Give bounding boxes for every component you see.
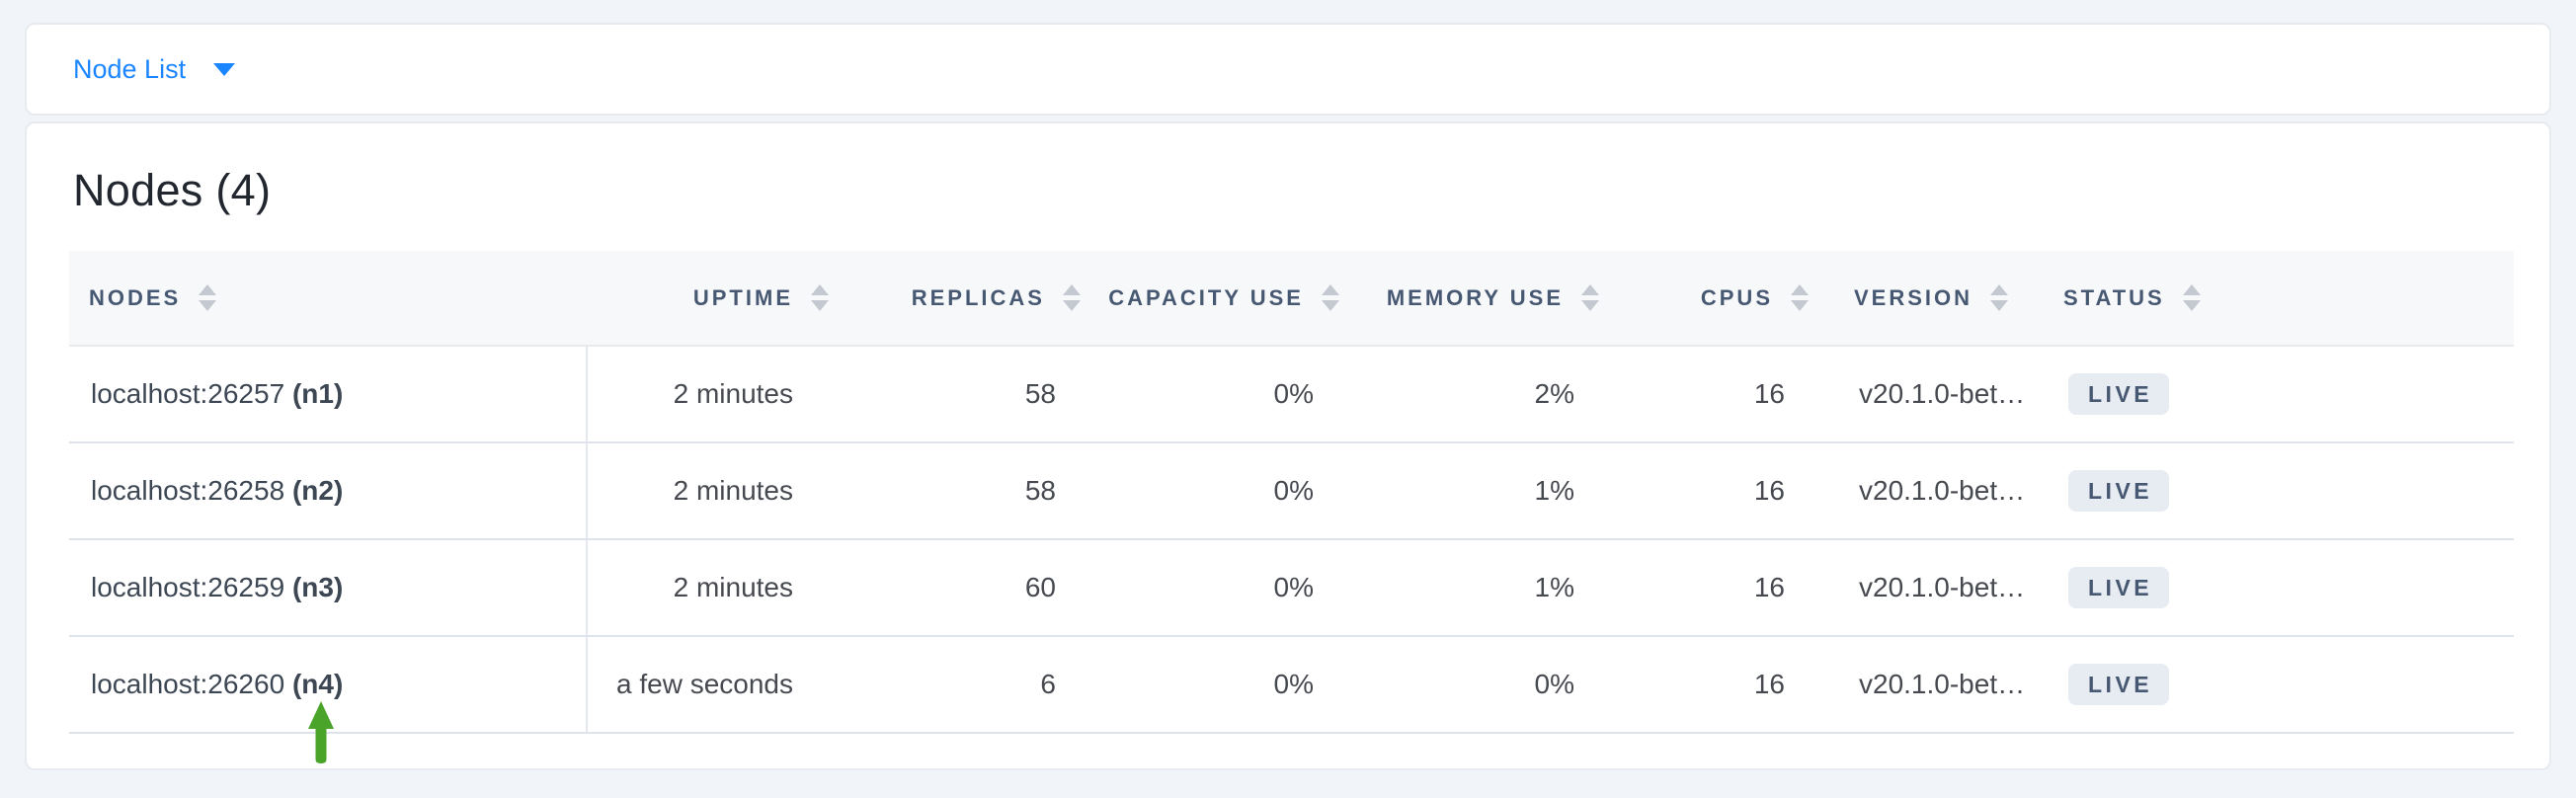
sort-icon (1990, 284, 2009, 311)
capacity-use-cell: 0% (1088, 346, 1347, 443)
status-badge: LIVE (2068, 470, 2170, 512)
cpus-cell: 16 (1607, 346, 1816, 443)
memory-use-cell: 0% (1347, 636, 1607, 734)
column-header-memory-use[interactable]: MEMORY USE (1347, 251, 1607, 347)
capacity-use-cell: 0% (1088, 636, 1347, 734)
uptime-cell: 2 minutes (587, 442, 837, 540)
column-header-uptime[interactable]: UPTIME (587, 251, 837, 347)
sort-icon (2182, 284, 2201, 311)
capacity-use-cell: 0% (1088, 539, 1347, 637)
nodes-card: Nodes (4) NODES UPTIME (25, 121, 2551, 770)
version-cell: v20.1.0-bet… (1816, 346, 2037, 443)
table-row-n3[interactable]: localhost:26259 (n3) 2 minutes 60 0% 1% … (69, 539, 2514, 637)
node-id: (n4) (291, 669, 344, 699)
page-title: Nodes (4) (73, 165, 272, 215)
sort-icon (1791, 284, 1809, 311)
column-header-version[interactable]: VERSION (1816, 251, 2037, 347)
uptime-cell: a few seconds (587, 636, 837, 734)
sort-icon (199, 284, 217, 311)
memory-use-cell: 2% (1347, 346, 1607, 443)
table-row-n4[interactable]: localhost:26260 (n4) a few seconds 6 0% … (69, 636, 2514, 734)
column-header-status[interactable]: STATUS (2037, 251, 2514, 347)
status-cell: LIVE (2037, 636, 2514, 734)
node-address-cell: localhost:26260 (n4) (69, 636, 588, 734)
capacity-use-cell: 0% (1088, 442, 1347, 540)
cpus-cell: 16 (1607, 539, 1816, 637)
view-selector-bar: Node List (25, 23, 2551, 116)
column-header-cpus[interactable]: CPUS (1607, 251, 1816, 347)
nodes-table: NODES UPTIME REPLICAS (69, 251, 2514, 734)
table-header-row: NODES UPTIME REPLICAS (69, 251, 2514, 347)
version-cell: v20.1.0-bet… (1816, 636, 2037, 734)
node-address-cell: localhost:26258 (n2) (69, 442, 588, 540)
replicas-cell: 60 (837, 539, 1088, 637)
view-selector-label: Node List (73, 53, 187, 84)
table-row-n1[interactable]: localhost:26257 (n1) 2 minutes 58 0% 2% … (69, 346, 2514, 443)
uptime-cell: 2 minutes (587, 346, 837, 443)
replicas-cell: 6 (837, 636, 1088, 734)
node-id: (n2) (291, 475, 344, 506)
uptime-cell: 2 minutes (587, 539, 837, 637)
cpus-cell: 16 (1607, 636, 1816, 734)
status-badge: LIVE (2068, 664, 2170, 705)
status-cell: LIVE (2037, 346, 2514, 443)
version-cell: v20.1.0-bet… (1816, 442, 2037, 540)
memory-use-cell: 1% (1347, 539, 1607, 637)
cpus-cell: 16 (1607, 442, 1816, 540)
sort-icon (1063, 284, 1081, 311)
node-address-cell: localhost:26257 (n1) (69, 346, 588, 443)
column-header-nodes[interactable]: NODES (69, 251, 587, 347)
status-badge: LIVE (2068, 567, 2170, 608)
version-cell: v20.1.0-bet… (1816, 539, 2037, 637)
sort-icon (1581, 284, 1599, 311)
replicas-cell: 58 (837, 442, 1088, 540)
memory-use-cell: 1% (1347, 442, 1607, 540)
caret-down-icon (213, 62, 236, 76)
status-cell: LIVE (2037, 442, 2514, 540)
sort-icon (811, 284, 829, 311)
replicas-cell: 58 (837, 346, 1088, 443)
column-header-replicas[interactable]: REPLICAS (837, 251, 1088, 347)
status-badge: LIVE (2068, 373, 2170, 415)
node-address-cell: localhost:26259 (n3) (69, 539, 588, 637)
node-id: (n1) (291, 378, 344, 409)
status-cell: LIVE (2037, 539, 2514, 637)
node-id: (n3) (291, 572, 344, 602)
table-row-n2[interactable]: localhost:26258 (n2) 2 minutes 58 0% 1% … (69, 442, 2514, 540)
column-header-capacity-use[interactable]: CAPACITY USE (1088, 251, 1347, 347)
sort-icon (1322, 284, 1339, 311)
view-selector-dropdown[interactable]: Node List (73, 53, 236, 85)
